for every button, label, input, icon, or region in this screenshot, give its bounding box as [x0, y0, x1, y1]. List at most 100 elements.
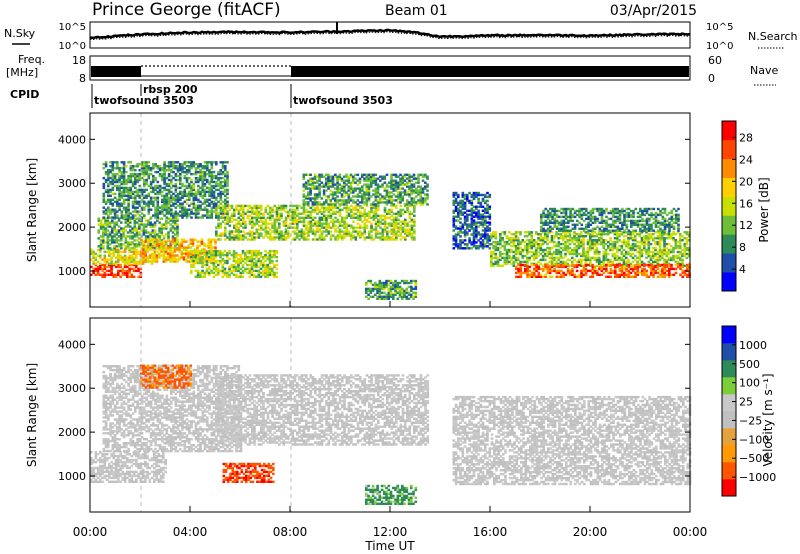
echo-cell — [153, 221, 157, 224]
echo-cell — [421, 175, 425, 178]
echo-cell — [160, 254, 163, 257]
echo-cell — [459, 205, 462, 208]
echo-cell — [262, 255, 265, 259]
echo-cell — [102, 176, 106, 180]
echo-cell — [412, 201, 416, 204]
echo-cell — [120, 235, 123, 238]
echo-cell — [241, 263, 245, 267]
echo-cell — [397, 193, 400, 196]
echo-cell — [203, 192, 207, 196]
echo-cell — [122, 186, 126, 190]
echo-cell — [390, 195, 393, 198]
echo-cell — [334, 212, 337, 215]
echo-cell — [208, 249, 211, 253]
echo-cell — [194, 255, 198, 259]
echo-cell — [255, 212, 259, 215]
echo-cell — [417, 179, 420, 182]
echo-cell — [130, 250, 134, 253]
echo-cell — [132, 256, 136, 259]
echo-cell — [311, 203, 315, 206]
echo-cell — [406, 232, 409, 235]
echo-cell — [479, 241, 483, 244]
echo-cell — [486, 195, 489, 199]
echo-cell — [189, 242, 193, 245]
echo-cell — [359, 224, 362, 227]
echo-cell — [566, 246, 570, 250]
echo-cell — [341, 238, 344, 241]
echo-cell — [463, 215, 467, 218]
echo-cell — [499, 254, 502, 258]
echo-cell — [232, 251, 236, 255]
echo-cell — [559, 252, 563, 256]
echo-cell — [376, 201, 380, 204]
echo-cell — [503, 246, 507, 250]
echo-cell — [143, 214, 146, 217]
echo-cell — [494, 260, 498, 264]
echo-cell — [173, 242, 177, 245]
echo-cell — [179, 202, 182, 205]
echo-cell — [454, 207, 458, 210]
echo-cell — [280, 234, 283, 237]
echo-cell — [244, 220, 247, 223]
echo-cell — [203, 202, 207, 205]
echo-cell — [206, 216, 209, 219]
echo-cell — [161, 190, 164, 194]
echo-cell — [145, 180, 148, 184]
echo-cell — [203, 275, 207, 278]
echo-cell — [408, 230, 412, 233]
echo-cell — [224, 218, 227, 221]
echo-cell — [327, 195, 330, 198]
echo-cell — [359, 230, 362, 233]
echo-cell — [372, 175, 375, 178]
echo-cell — [468, 229, 471, 232]
echo-cell — [336, 191, 339, 194]
echo-cell — [173, 248, 177, 251]
echo-cell — [514, 239, 518, 242]
echo-cell — [488, 229, 492, 232]
echo-cell — [214, 249, 218, 253]
echo-cell — [214, 238, 217, 241]
echo-cell — [199, 257, 202, 261]
echo-cell — [479, 193, 483, 197]
echo-cell — [376, 185, 380, 188]
echo-cell — [336, 185, 339, 188]
echo-cell — [117, 254, 120, 257]
echo-cell — [118, 180, 121, 184]
echo-cell — [131, 174, 135, 178]
echo-cell — [108, 254, 111, 257]
echo-cell — [237, 216, 241, 219]
echo-cell — [239, 204, 243, 208]
echo-cell — [248, 269, 252, 273]
echo-cell — [201, 261, 204, 265]
echo-cell — [203, 161, 207, 164]
echo-cell — [368, 216, 371, 219]
echo-cell — [454, 237, 458, 240]
echo-cell — [526, 235, 529, 238]
echo-cell — [142, 244, 145, 247]
echo-cell — [188, 184, 191, 188]
echo-cell — [134, 178, 137, 182]
echo-cell — [153, 258, 157, 261]
echo-cell — [122, 235, 125, 238]
echo-cell — [255, 263, 258, 267]
echo-cell — [268, 271, 272, 275]
echo-cell — [519, 242, 522, 246]
echo-cell — [598, 256, 601, 260]
echo-cell — [472, 219, 476, 222]
echo-cell — [255, 275, 258, 278]
echo-cell — [217, 170, 220, 174]
echo-cell — [203, 214, 207, 217]
echo-cell — [302, 183, 306, 186]
echo-cell — [134, 176, 137, 180]
echo-cell — [113, 208, 117, 211]
echo-cell — [140, 163, 144, 166]
echo-cell — [280, 204, 283, 208]
echo-cell — [148, 256, 152, 259]
echo-cell — [352, 189, 355, 192]
echo-cell — [386, 238, 389, 241]
echo-cell — [392, 183, 396, 186]
echo-cell — [470, 227, 474, 230]
echo-cell — [271, 206, 274, 210]
echo-cell — [206, 186, 209, 190]
echo-cell — [374, 203, 378, 206]
